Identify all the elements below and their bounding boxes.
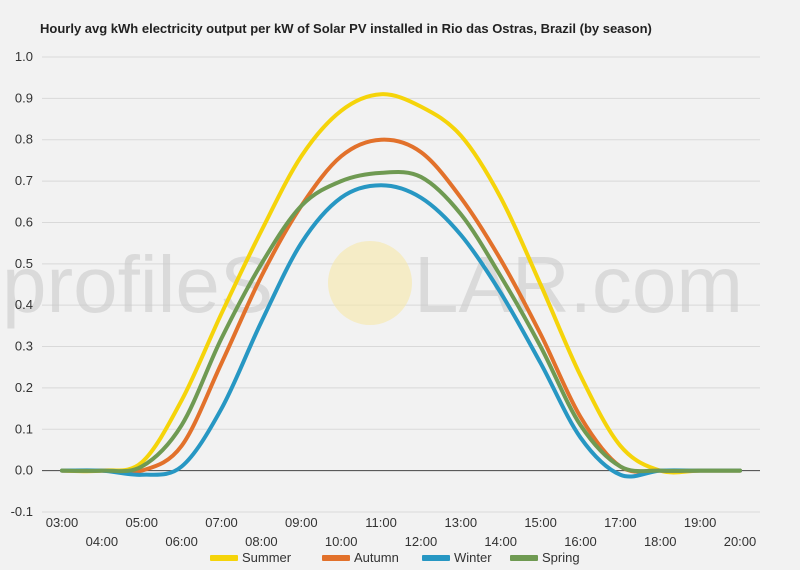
legend-swatch-winter xyxy=(422,555,450,561)
x-tick-label: 17:00 xyxy=(604,515,637,530)
x-tick-label: 19:00 xyxy=(684,515,717,530)
x-tick-label: 10:00 xyxy=(325,534,358,549)
y-tick-label: 0.6 xyxy=(15,214,33,229)
x-tick-label: 09:00 xyxy=(285,515,318,530)
legend-label-summer: Summer xyxy=(242,550,292,565)
x-axis: 03:00 04:00 05:00 06:00 07:00 08:00 09:00 10:00… xyxy=(46,515,757,549)
series-line-winter xyxy=(60,183,742,479)
y-tick-label: 0.4 xyxy=(15,297,33,312)
y-axis: -0.1 0.0 0.1 0.2 0.3 0.4 0.5 0.6 0.7 0.8 0.9 1.0 xyxy=(11,49,33,519)
legend-label-winter: Winter xyxy=(454,550,492,565)
y-tick-label: -0.1 xyxy=(11,504,33,519)
x-tick-label: 05:00 xyxy=(125,515,158,530)
y-tick-label: 0.7 xyxy=(15,173,33,188)
x-tick-label: 12:00 xyxy=(405,534,438,549)
series-lines xyxy=(60,92,742,479)
legend-label-autumn: Autumn xyxy=(354,550,399,565)
watermark-text-left: profileS xyxy=(2,240,273,329)
legend: Summer Autumn Winter Spring xyxy=(210,550,580,565)
legend-swatch-autumn xyxy=(322,555,350,561)
watermark-sun-icon xyxy=(328,241,412,325)
y-tick-label: 0.0 xyxy=(15,463,33,478)
series-line-spring xyxy=(60,170,742,474)
x-tick-label: 06:00 xyxy=(165,534,198,549)
y-tick-label: 0.1 xyxy=(15,421,33,436)
x-tick-label: 16:00 xyxy=(564,534,597,549)
watermark: profileS LAR.com xyxy=(2,240,743,329)
x-tick-label: 11:00 xyxy=(365,515,397,530)
y-tick-label: 0.5 xyxy=(15,256,33,271)
legend-swatch-summer xyxy=(210,555,238,561)
y-tick-label: 0.2 xyxy=(15,380,33,395)
series-line-summer xyxy=(60,92,742,475)
x-tick-label: 15:00 xyxy=(524,515,557,530)
legend-label-spring: Spring xyxy=(542,550,580,565)
y-tick-label: 0.9 xyxy=(15,90,33,105)
x-tick-label: 18:00 xyxy=(644,534,677,549)
y-tick-label: 0.8 xyxy=(15,132,33,147)
x-tick-label: 20:00 xyxy=(724,534,757,549)
watermark-text-right: LAR.com xyxy=(414,240,743,329)
x-tick-label: 14:00 xyxy=(484,534,517,549)
x-tick-label: 03:00 xyxy=(46,515,79,530)
x-tick-label: 07:00 xyxy=(205,515,238,530)
chart-title: Hourly avg kWh electricity output per kW… xyxy=(40,21,652,36)
x-tick-label: 08:00 xyxy=(245,534,278,549)
x-tick-label: 04:00 xyxy=(86,534,119,549)
y-tick-label: 0.3 xyxy=(15,339,33,354)
y-tick-label: 1.0 xyxy=(15,49,33,64)
legend-swatch-spring xyxy=(510,555,538,561)
x-tick-label: 13:00 xyxy=(445,515,478,530)
